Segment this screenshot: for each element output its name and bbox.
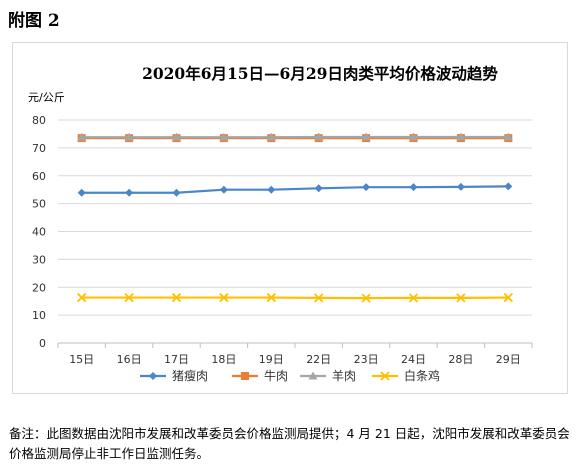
data-point bbox=[125, 188, 134, 197]
y-tick-label: 60 bbox=[32, 170, 46, 183]
data-point bbox=[77, 292, 87, 303]
data-point bbox=[361, 132, 371, 141]
x-tick-label: 22日 bbox=[306, 353, 331, 366]
legend-label: 白条鸡 bbox=[404, 368, 440, 383]
data-point bbox=[172, 188, 181, 197]
data-point bbox=[77, 188, 86, 197]
x-tick-label: 16日 bbox=[117, 353, 142, 366]
data-point bbox=[456, 132, 466, 141]
y-tick-labels: 0 10 20 30 40 50 60 70 80 bbox=[32, 114, 46, 350]
series-1 bbox=[77, 182, 513, 197]
data-point bbox=[124, 132, 134, 141]
data-point bbox=[171, 292, 182, 303]
legend-marker bbox=[380, 371, 390, 381]
legend-item: 白条鸡 bbox=[372, 368, 440, 383]
legend-item: 猪瘦肉 bbox=[140, 368, 208, 383]
footnote: 备注：此图数据由沈阳市发展和改革委员会价格监测局提供；4 月 21 日起，沈阳市… bbox=[9, 426, 570, 461]
data-point bbox=[504, 182, 513, 191]
data-point bbox=[361, 293, 371, 303]
series-line bbox=[81, 296, 509, 300]
x-tick-label: 18日 bbox=[211, 353, 236, 366]
x-tick-label: 24日 bbox=[401, 353, 426, 366]
chart-frame bbox=[12, 42, 568, 394]
x-tick-label: 17日 bbox=[164, 353, 189, 366]
data-point bbox=[456, 182, 465, 191]
figure-label: 附图 2 bbox=[8, 11, 60, 31]
legend-marker bbox=[149, 372, 157, 380]
data-point bbox=[503, 292, 513, 303]
legend-item: 牛肉 bbox=[232, 368, 288, 383]
series-4 bbox=[77, 292, 513, 303]
data-point bbox=[266, 132, 276, 141]
y-tick-label: 70 bbox=[32, 142, 46, 155]
y-axis-unit-label: 元/公斤 bbox=[28, 91, 65, 104]
data-point bbox=[314, 184, 323, 193]
data-point bbox=[219, 292, 229, 303]
x-tick-label: 28日 bbox=[448, 353, 473, 366]
y-tick-label: 30 bbox=[32, 253, 46, 266]
x-tick-label: 29日 bbox=[496, 353, 521, 366]
x-tick-label: 23日 bbox=[354, 353, 379, 366]
data-point bbox=[314, 132, 324, 141]
data-point bbox=[408, 293, 419, 303]
series-group bbox=[77, 132, 513, 303]
y-tick-label: 50 bbox=[32, 198, 46, 211]
y-tick-label: 40 bbox=[32, 226, 46, 239]
data-point bbox=[77, 132, 87, 141]
legend: 猪瘦肉 牛肉 羊肉 白条鸡 bbox=[140, 368, 440, 383]
x-tick-labels: 15日 16日 17日 18日 19日 22日 23日 24日 28日 29日 bbox=[69, 353, 521, 366]
data-point bbox=[124, 292, 134, 303]
legend-label: 牛肉 bbox=[264, 368, 288, 383]
x-tick-label: 19日 bbox=[259, 353, 284, 366]
series-line bbox=[81, 185, 509, 194]
data-point bbox=[266, 292, 276, 303]
legend-item: 羊肉 bbox=[300, 368, 356, 383]
y-tick-label: 20 bbox=[32, 281, 46, 294]
legend-marker bbox=[241, 372, 249, 380]
y-tick-label: 80 bbox=[32, 114, 46, 127]
gridlines bbox=[57, 119, 533, 348]
data-point bbox=[267, 185, 276, 194]
x-tick-label: 15日 bbox=[69, 353, 94, 366]
legend-label: 羊肉 bbox=[332, 368, 356, 383]
data-point bbox=[409, 132, 418, 141]
data-point bbox=[456, 293, 466, 303]
series-3 bbox=[77, 132, 513, 141]
legend-label: 猪瘦肉 bbox=[172, 368, 208, 383]
line-chart: 2020年6月15日—6月29日肉类平均价格波动趋势 元/公斤 0 10 20 30 4… bbox=[28, 64, 533, 383]
data-point bbox=[219, 132, 229, 141]
data-point bbox=[219, 185, 228, 194]
y-tick-label: 10 bbox=[32, 309, 46, 322]
data-point bbox=[409, 183, 418, 192]
chart-title: 2020年6月15日—6月29日肉类平均价格波动趋势 bbox=[142, 64, 498, 83]
y-tick-label: 0 bbox=[39, 337, 46, 350]
data-point bbox=[314, 293, 324, 303]
data-point bbox=[362, 183, 371, 192]
data-point bbox=[503, 132, 513, 141]
legend-marker bbox=[308, 371, 318, 380]
data-point bbox=[172, 132, 181, 141]
